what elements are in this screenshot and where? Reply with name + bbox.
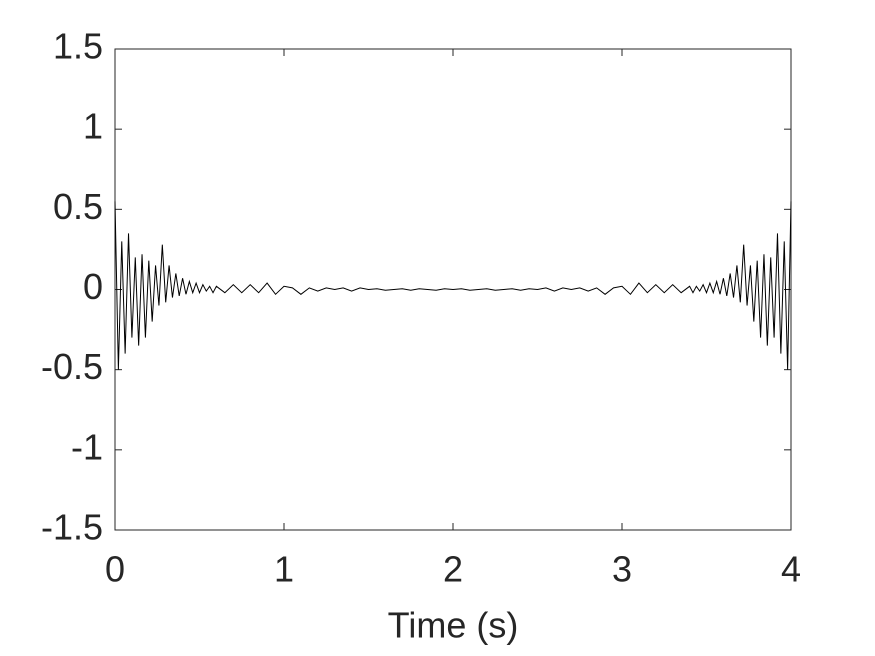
line-series (114, 201, 792, 370)
y-tick-label: -0.5 (41, 346, 103, 387)
x-tick-label: 3 (612, 549, 632, 590)
y-tick-label: 0 (83, 266, 103, 307)
x-tick-label: 2 (443, 549, 463, 590)
x-tick-label: 1 (274, 549, 294, 590)
x-axis-label: Time (s) (388, 605, 519, 646)
y-tick-label: -1.5 (41, 507, 103, 548)
y-tick-label: -1 (71, 426, 103, 467)
x-tick-label: 0 (105, 549, 125, 590)
y-tick-label: 0.5 (53, 186, 103, 227)
x-tick-label: 4 (781, 549, 801, 590)
y-tick-label: 1.5 (53, 26, 103, 67)
y-tick-label: 1 (83, 106, 103, 147)
